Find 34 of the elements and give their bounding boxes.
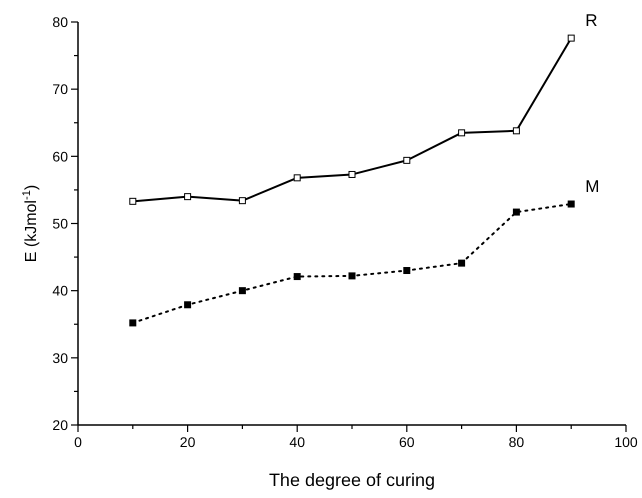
x-tick-label: 60 — [399, 434, 415, 450]
x-tick-label: 20 — [180, 434, 196, 450]
point — [238, 197, 246, 204]
x-tick-label: 80 — [508, 434, 524, 450]
point — [294, 174, 301, 182]
point — [568, 200, 575, 208]
point — [184, 301, 192, 308]
point — [403, 156, 410, 164]
point — [568, 34, 575, 42]
point — [458, 260, 466, 267]
y-tick-label: 80 — [52, 14, 68, 30]
point — [458, 129, 466, 136]
y-tick-label: 20 — [52, 417, 68, 433]
series-label: M — [585, 177, 600, 196]
point — [238, 287, 246, 294]
point — [512, 127, 520, 134]
y-tick-label: 40 — [52, 282, 68, 299]
point — [512, 208, 520, 216]
point — [348, 272, 356, 280]
series-label: R — [585, 11, 598, 30]
point — [348, 170, 356, 178]
point — [129, 198, 136, 205]
y-tick-label: 70 — [52, 81, 68, 98]
point — [184, 193, 192, 200]
y-tick-label: 60 — [52, 148, 68, 164]
point — [403, 267, 410, 274]
y-tick-label: 30 — [52, 350, 68, 366]
x-tick-label: 0 — [74, 434, 82, 450]
point — [129, 319, 136, 326]
x-tick-label: 100 — [614, 434, 638, 450]
point — [294, 273, 301, 280]
y-tick-label: 50 — [52, 216, 68, 232]
x-axis-title: The degree of curing — [268, 470, 436, 490]
x-tick-label: 40 — [289, 434, 306, 450]
